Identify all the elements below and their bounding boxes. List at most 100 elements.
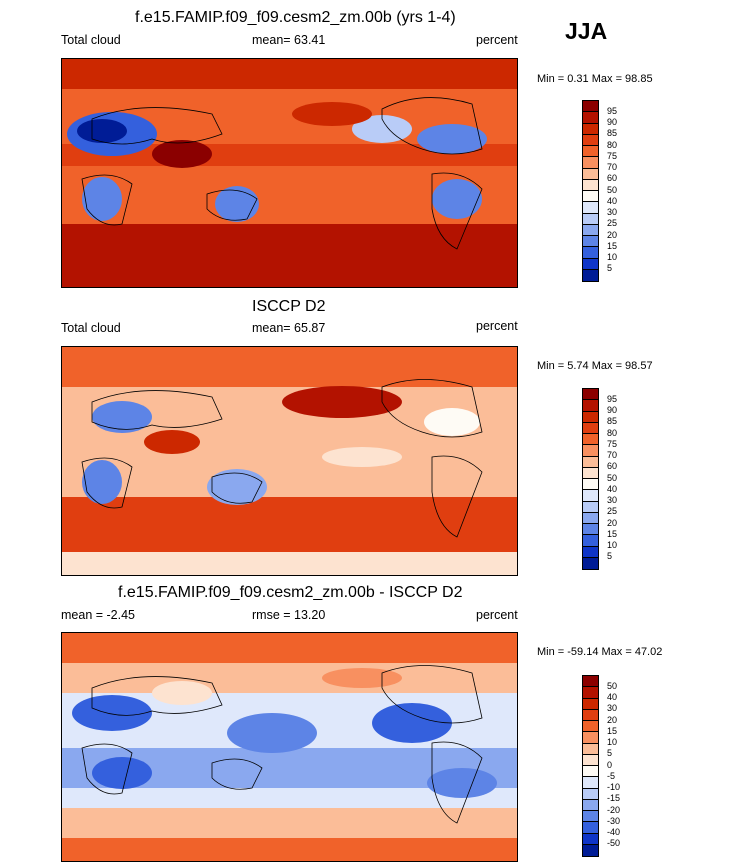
colorbar-tick-label: 90 [607, 405, 618, 415]
colorbar-tick-label: -20 [607, 804, 621, 815]
colorbar-swatch [583, 146, 598, 158]
colorbar-tick-label: 70 [607, 450, 618, 460]
colorbar-tick-label: 10 [607, 540, 618, 550]
colorbar-swatch [583, 213, 598, 225]
panel-2-map [61, 346, 518, 576]
colorbar-tick-label: -50 [607, 838, 621, 849]
colorbar-tick-label: 75 [607, 438, 618, 449]
colorbar-swatch [583, 721, 598, 733]
colorbar-swatch [583, 501, 598, 513]
colorbar-swatch [583, 445, 598, 457]
colorbar-swatch [583, 698, 598, 710]
colorbar-tick-label: 50 [607, 472, 618, 483]
colorbar-swatch [583, 546, 598, 558]
colorbar-swatch [583, 524, 598, 536]
colorbar-tick-label: 40 [607, 692, 618, 702]
colorbar-tick-label: 15 [607, 240, 618, 251]
panel-1-colorbar [582, 100, 599, 282]
colorbar-swatch [583, 777, 598, 789]
panel-1-left-label: Total cloud [61, 33, 121, 47]
colorbar-swatch [583, 687, 598, 699]
colorbar-swatch [583, 258, 598, 270]
colorbar-tick-label: 85 [607, 128, 618, 139]
colorbar-tick-label: 75 [607, 150, 618, 161]
colorbar-tick-label: 10 [607, 737, 618, 747]
colorbar-swatch [583, 467, 598, 479]
colorbar-tick-label: 20 [607, 517, 618, 528]
panel-1-units-label: percent [476, 33, 518, 47]
colorbar-swatch [583, 134, 598, 146]
colorbar-swatch [583, 822, 598, 834]
colorbar-tick-label: 85 [607, 416, 618, 427]
season-label: JJA [565, 18, 608, 44]
colorbar-swatch [583, 743, 598, 755]
colorbar-tick-label: 25 [607, 218, 618, 229]
colorbar-swatch [583, 202, 598, 214]
colorbar-swatch [583, 422, 598, 434]
colorbar-swatch [583, 191, 598, 203]
panel-3-rmse-label: rmse = 13.20 [252, 608, 326, 622]
colorbar-tick-label: 25 [607, 506, 618, 517]
colorbar-swatch [583, 236, 598, 248]
colorbar-tick-label: 10 [607, 252, 618, 262]
panel-3-title: f.e15.FAMIP.f09_f09.cesm2_zm.00b - ISCCP… [118, 584, 463, 601]
colorbar-tick-label: 20 [607, 229, 618, 240]
colorbar-swatch [583, 123, 598, 135]
panel-1-mean-label: mean= 63.41 [252, 33, 326, 47]
colorbar-swatch [583, 512, 598, 524]
colorbar-swatch [583, 168, 598, 180]
colorbar-swatch [583, 799, 598, 811]
colorbar-swatch [583, 479, 598, 491]
colorbar-swatch [583, 179, 598, 191]
colorbar-tick-label: 95 [607, 105, 618, 116]
colorbar-tick-label: 20 [607, 714, 618, 725]
colorbar-swatch [583, 269, 598, 281]
colorbar-tick-label: -15 [607, 793, 621, 804]
colorbar-swatch [583, 754, 598, 766]
colorbar-tick-label: 15 [607, 528, 618, 539]
colorbar-tick-label: 5 [607, 551, 613, 562]
panel-2-mean-label: mean= 65.87 [252, 321, 326, 335]
colorbar-swatch [583, 788, 598, 800]
colorbar-swatch [583, 400, 598, 412]
colorbar-swatch [583, 389, 598, 401]
colorbar-swatch [583, 844, 598, 856]
panel-1-map [61, 58, 518, 288]
colorbar-tick-label: -30 [607, 815, 621, 826]
panel-3-mean-label: mean = -2.45 [61, 608, 136, 622]
panel-3-colorbar [582, 675, 599, 857]
colorbar-swatch [583, 434, 598, 446]
colorbar-tick-label: -40 [607, 827, 621, 837]
colorbar-swatch [583, 766, 598, 778]
panel-2-min-max: Min = 5.74 Max = 98.57 [537, 360, 653, 372]
colorbar-swatch [583, 456, 598, 468]
colorbar-swatch [583, 535, 598, 547]
colorbar-tick-label: 40 [607, 195, 618, 206]
colorbar-swatch [583, 709, 598, 721]
colorbar-tick-label: 30 [607, 207, 618, 217]
colorbar-swatch [583, 732, 598, 744]
colorbar-tick-label: 40 [607, 483, 618, 494]
colorbar-tick-label: 30 [607, 495, 618, 505]
panel-2-units-label: percent [476, 319, 518, 333]
panel-3-map [61, 632, 518, 862]
colorbar-tick-label: 80 [607, 139, 618, 150]
panel-2-colorbar [582, 388, 599, 570]
colorbar-tick-label: 50 [607, 680, 618, 691]
colorbar-swatch [583, 112, 598, 124]
colorbar-tick-label: 80 [607, 427, 618, 438]
colorbar-tick-label: 0 [607, 759, 613, 770]
panel-2-title: ISCCP D2 [252, 298, 326, 315]
colorbar-swatch [583, 411, 598, 423]
colorbar-swatch [583, 101, 598, 113]
colorbar-tick-label: 60 [607, 461, 618, 472]
panel-1-min-max: Min = 0.31 Max = 98.85 [537, 73, 653, 85]
colorbar-swatch [583, 833, 598, 845]
colorbar-tick-label: 70 [607, 162, 618, 172]
colorbar-swatch [583, 676, 598, 688]
colorbar-tick-label: 30 [607, 703, 618, 714]
colorbar-tick-label: 5 [607, 263, 613, 274]
colorbar-swatch [583, 557, 598, 569]
colorbar-tick-label: 15 [607, 725, 618, 736]
colorbar-tick-label: -5 [607, 770, 616, 781]
